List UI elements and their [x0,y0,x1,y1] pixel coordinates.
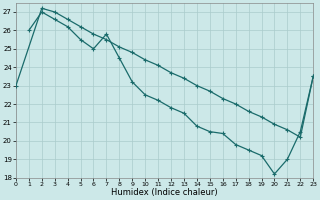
X-axis label: Humidex (Indice chaleur): Humidex (Indice chaleur) [111,188,218,197]
